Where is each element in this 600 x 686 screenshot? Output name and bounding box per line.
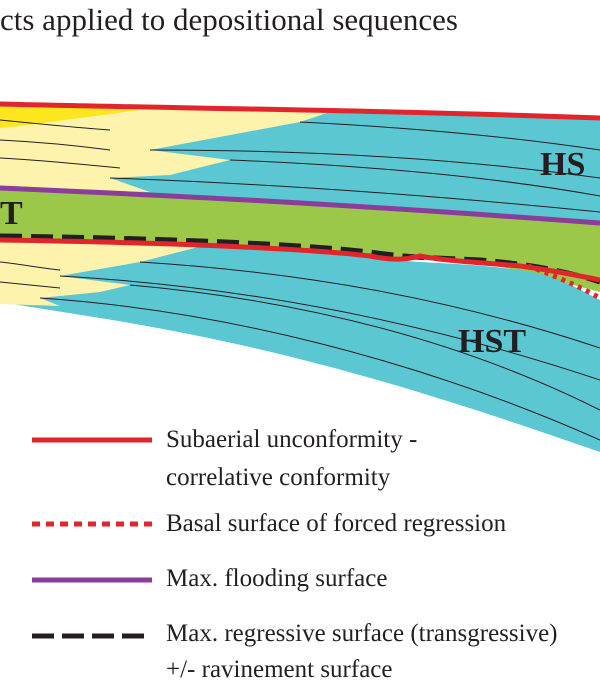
label-tst-left: T xyxy=(0,195,23,232)
legend-text-mrs-2: +/- ravinement surface xyxy=(166,656,393,683)
diagram-title: cts applied to depositional sequences xyxy=(0,2,458,37)
legend-text-subaerial-2: correlative conformity xyxy=(166,464,391,491)
subaerial-unconformity-top xyxy=(0,101,600,121)
legend-text-subaerial-1: Subaerial unconformity - xyxy=(166,426,418,453)
basal-forced-regression-line xyxy=(527,263,600,301)
legend-text-mrs-1: Max. regressive surface (transgressive) xyxy=(166,620,558,647)
upper-shelf-wedge xyxy=(0,104,330,192)
lower-hst-body xyxy=(0,240,600,452)
label-hst-lower: HST xyxy=(458,323,526,360)
legend-text-mfs: Max. flooding surface xyxy=(166,565,388,592)
legend-text-forced: Basal surface of forced regression xyxy=(166,510,507,537)
upper-coastal-wedge xyxy=(0,104,140,128)
label-hst-upper: HS xyxy=(540,146,585,183)
lower-shelf-wedge xyxy=(0,240,210,306)
clinoform-lines xyxy=(0,119,600,441)
max-flooding-surface-line xyxy=(0,185,600,226)
subaerial-unconformity-lower xyxy=(0,237,600,283)
